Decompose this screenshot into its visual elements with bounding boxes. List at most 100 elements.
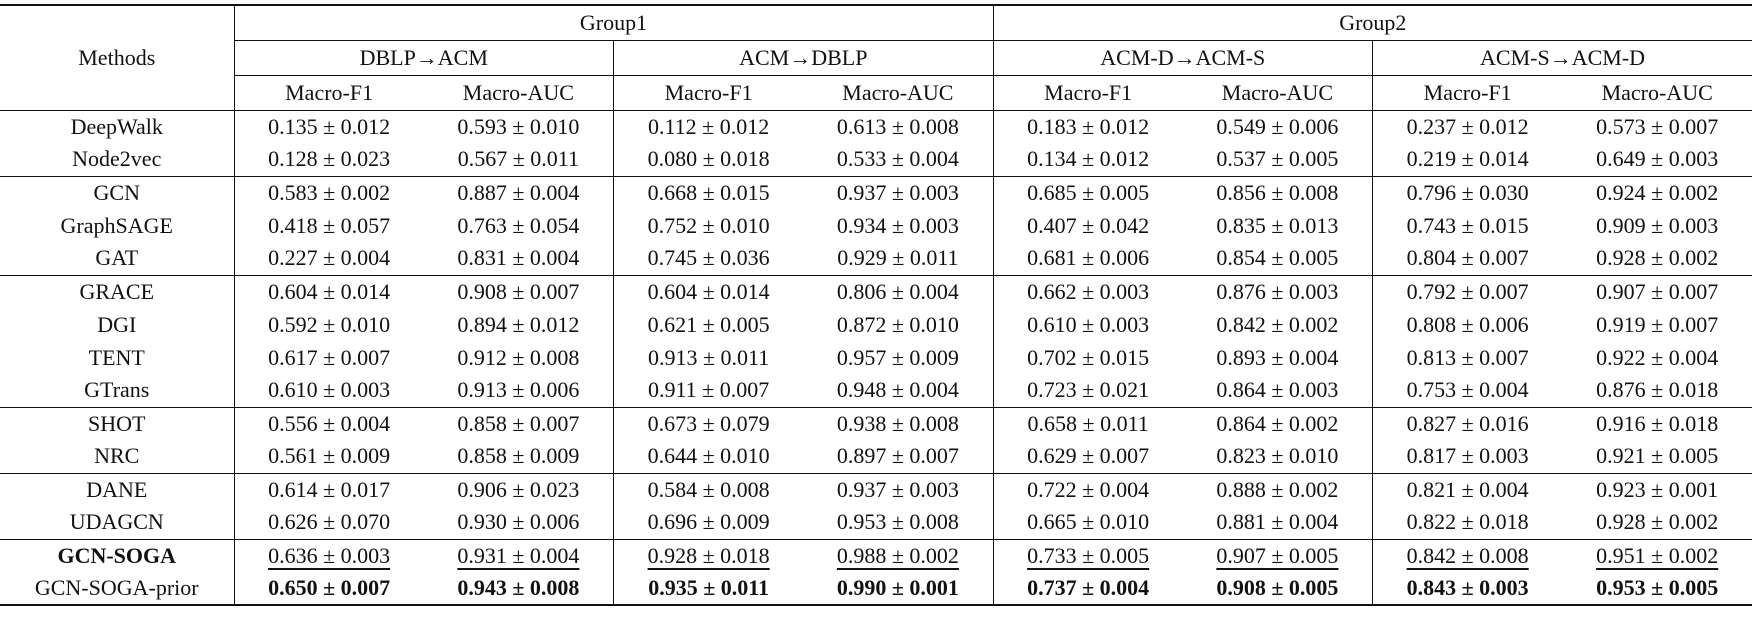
result-cell: 0.908 ± 0.005 [1182,572,1374,605]
result-cell: 0.923 ± 0.001 [1562,472,1752,506]
result-cell: 0.931 ± 0.004 [423,538,614,572]
result-cell: 0.822 ± 0.018 [1406,509,1529,535]
result-cell: 0.626 ± 0.070 [268,509,391,535]
result-cell: 0.763 ± 0.054 [423,209,614,242]
result-cell: 0.916 ± 0.018 [1562,406,1752,440]
result-cell: 0.792 ± 0.007 [1372,274,1563,308]
method-name: DeepWalk [0,110,235,143]
result-cell: 0.827 ± 0.016 [1372,406,1563,440]
result-cell: 0.876 ± 0.003 [1182,274,1374,308]
result-cell: 0.685 ± 0.005 [993,175,1183,209]
result-cell: 0.134 ± 0.012 [1027,146,1150,172]
result-cell: 0.668 ± 0.015 [613,175,804,209]
result-cell: 0.835 ± 0.013 [1182,209,1374,242]
result-cell: 0.183 ± 0.012 [1027,113,1150,139]
table-wrap: Methods Group1 Group2 DBLP→ACM ACM→DBLP ACM-D… [0,5,1752,606]
method-name: SHOT [0,406,235,440]
result-cell: 0.112 ± 0.012 [647,113,770,139]
result-cell: 0.919 ± 0.007 [1596,311,1719,337]
result-cell: 0.864 ± 0.002 [1182,406,1374,440]
result-cell: 0.583 ± 0.002 [234,175,424,209]
result-cell: 0.908 ± 0.007 [423,274,614,308]
result-cell: 0.702 ± 0.015 [1027,344,1150,370]
result-cell: 0.135 ± 0.012 [268,113,391,139]
result-cell: 0.907 ± 0.007 [1562,274,1752,308]
metric-header: Macro-F1 [1044,79,1133,105]
table-body: DeepWalk 0.135 ± 0.012 0.593 ± 0.010 0.112 … [0,110,1752,605]
table-row: GAT 0.227 ± 0.004 0.831 ± 0.004 0.745 ± 0.0… [0,242,1752,275]
result-cell: 0.823 ± 0.010 [1182,440,1374,473]
header-row: DBLP→ACM ACM→DBLP ACM-D→ACM-S ACM-S→ACM-D [0,40,1752,76]
table-row: GCN-SOGA 0.636 ± 0.003 0.931 ± 0.004 0.928 … [0,538,1752,572]
table-row: GraphSAGE 0.418 ± 0.057 0.763 ± 0.054 0.752… [0,209,1752,242]
result-cell: 0.858 ± 0.009 [423,440,614,473]
task-header: DBLP→ACM [234,40,614,76]
result-cell: 0.843 ± 0.003 [1406,575,1529,600]
result-cell: 0.650 ± 0.007 [268,575,391,600]
result-cell: 0.858 ± 0.007 [423,406,614,440]
result-cell: 0.888 ± 0.002 [1182,472,1374,506]
result-cell: 0.737 ± 0.004 [1027,575,1150,600]
group-header: Group1 [234,5,994,41]
table-row: DANE 0.614 ± 0.017 0.906 ± 0.023 0.584 ± 0.… [0,472,1752,506]
result-cell: 0.951 ± 0.002 [1562,538,1752,572]
metric-header: Macro-AUC [423,75,614,110]
result-cell: 0.673 ± 0.079 [613,406,804,440]
result-cell: 0.080 ± 0.018 [647,146,770,172]
method-name: UDAGCN [0,506,235,539]
result-cell: 0.649 ± 0.003 [1596,146,1719,172]
result-cell: 0.610 ± 0.003 [268,377,391,403]
result-cell: 0.567 ± 0.011 [423,143,614,176]
method-name: GraphSAGE [0,209,235,242]
column-header: Methods [0,5,235,110]
result-cell: 0.864 ± 0.003 [1182,374,1374,407]
method-name: GAT [0,242,235,275]
result-cell: 0.733 ± 0.005 [993,538,1183,572]
result-cell: 0.573 ± 0.007 [1596,113,1719,139]
header-row: Macro-F1 Macro-AUC Macro-F1 Macro-AUC Macro-… [0,75,1752,110]
metric-header: Macro-AUC [1601,79,1713,105]
result-cell: 0.219 ± 0.014 [1406,146,1529,172]
result-cell: 0.813 ± 0.007 [1406,344,1529,370]
table-row: GTrans 0.610 ± 0.003 0.913 ± 0.006 0.911 ± … [0,374,1752,407]
result-cell: 0.924 ± 0.002 [1562,175,1752,209]
method-name: NRC [0,440,235,473]
table-row: NRC 0.561 ± 0.009 0.858 ± 0.009 0.644 ± 0.0… [0,440,1752,473]
result-cell: 0.621 ± 0.005 [647,311,770,337]
result-cell: 0.604 ± 0.014 [613,274,804,308]
result-cell: 0.806 ± 0.004 [803,274,994,308]
result-cell: 0.808 ± 0.006 [1406,311,1529,337]
result-cell: 0.613 ± 0.008 [803,110,994,143]
method-name: GCN-SOGA-prior [0,572,235,605]
task-header: ACM-D→ACM-S [993,40,1374,76]
result-cell: 0.592 ± 0.010 [268,311,391,337]
result-cell: 0.842 ± 0.002 [1182,308,1374,341]
result-cell: 0.990 ± 0.001 [803,572,994,605]
result-cell: 0.934 ± 0.003 [803,209,994,242]
table-row: SHOT 0.556 ± 0.004 0.858 ± 0.007 0.673 ± 0.… [0,406,1752,440]
metric-header: Macro-F1 [1423,79,1512,105]
method-name: DANE [0,472,235,506]
result-cell: 0.957 ± 0.009 [803,341,994,374]
result-cell: 0.696 ± 0.009 [647,509,770,535]
result-cell: 0.842 ± 0.008 [1372,538,1563,572]
result-cell: 0.556 ± 0.004 [234,406,424,440]
result-cell: 0.745 ± 0.036 [647,245,770,271]
table-row: GRACE 0.604 ± 0.014 0.908 ± 0.007 0.604 ± 0… [0,274,1752,308]
result-cell: 0.614 ± 0.017 [234,472,424,506]
result-cell: 0.953 ± 0.008 [803,506,994,539]
result-cell: 0.897 ± 0.007 [803,440,994,473]
result-cell: 0.948 ± 0.004 [803,374,994,407]
result-cell: 0.943 ± 0.008 [423,572,614,605]
result-cell: 0.753 ± 0.004 [1406,377,1529,403]
result-cell: 0.876 ± 0.018 [1596,377,1719,403]
method-name: TENT [0,341,235,374]
result-cell: 0.872 ± 0.010 [803,308,994,341]
result-cell: 0.930 ± 0.006 [423,506,614,539]
result-cell: 0.817 ± 0.003 [1406,443,1529,469]
result-cell: 0.658 ± 0.011 [993,406,1183,440]
result-cell: 0.856 ± 0.008 [1182,175,1374,209]
result-cell: 0.881 ± 0.004 [1182,506,1374,539]
result-cell: 0.533 ± 0.004 [803,143,994,176]
